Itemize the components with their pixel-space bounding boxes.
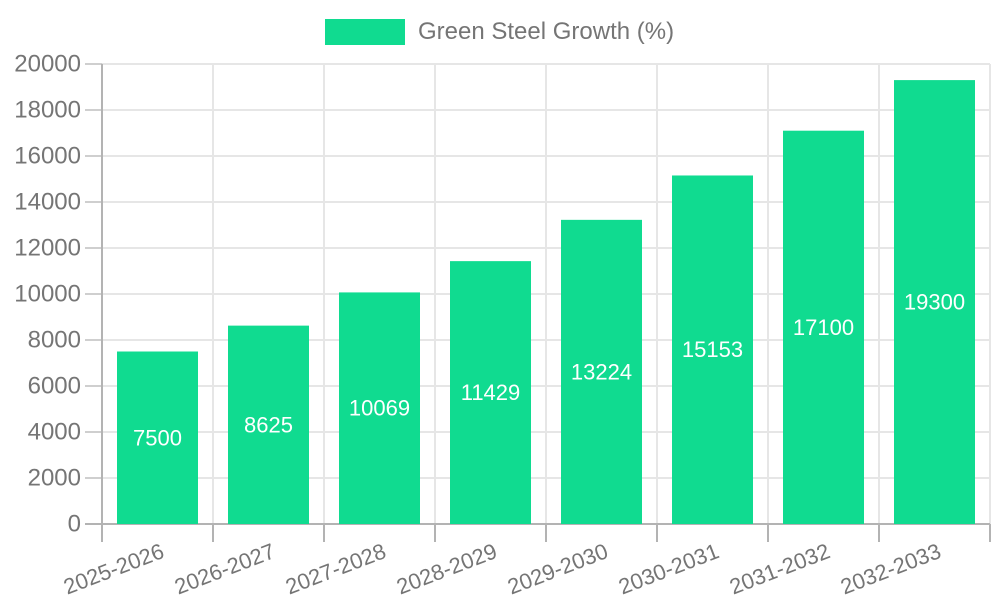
y-axis-label: 18000 [14,97,81,124]
bar-2027-2028[interactable] [339,292,420,524]
bar-value-label: 13224 [571,359,632,384]
bar-value-label: 11429 [461,380,521,405]
y-axis-label: 6000 [28,373,81,400]
legend-swatch [325,19,405,45]
bar-value-label: 8625 [244,412,293,437]
x-axis-label: 2027-2028 [282,538,389,599]
y-axis-label: 14000 [14,189,81,216]
bar-value-label: 17100 [793,315,854,340]
x-axis-label: 2029-2030 [504,538,611,599]
legend-label: Green Steel Growth (%) [418,18,675,45]
y-axis-label: 4000 [28,419,81,446]
x-axis-label: 2030-2031 [615,538,722,599]
y-axis-label: 0 [68,511,81,538]
chart-legend: Green Steel Growth (%) [325,18,675,45]
y-axis-label: 2000 [28,465,81,492]
bar-2030-2031[interactable] [672,175,753,524]
bar-value-label: 10069 [349,396,410,421]
bar-2031-2032[interactable] [783,130,864,524]
bar-value-label: 15153 [682,337,743,362]
x-axis-label: 2028-2029 [393,538,500,599]
bar-value-label: 7500 [133,425,182,450]
bar-2026-2027[interactable] [228,325,309,524]
x-axis-label: 2025-2026 [60,538,167,599]
bar-value-label: 19300 [904,290,965,315]
bar-2025-2026[interactable] [117,351,198,525]
bar-2028-2029[interactable] [450,261,531,524]
bar-2032-2033[interactable] [894,80,975,524]
x-axis-label: 2026-2027 [171,538,278,599]
x-axis-label: 2032-2033 [837,538,944,599]
y-axis-label: 16000 [14,143,81,170]
y-axis-label: 10000 [14,281,81,308]
y-axis-label: 20000 [14,51,81,78]
y-axis-label: 8000 [28,327,81,354]
y-axis-label: 12000 [14,235,81,262]
x-axis-label: 2031-2032 [726,538,833,599]
bar-2029-2030[interactable] [561,219,642,524]
